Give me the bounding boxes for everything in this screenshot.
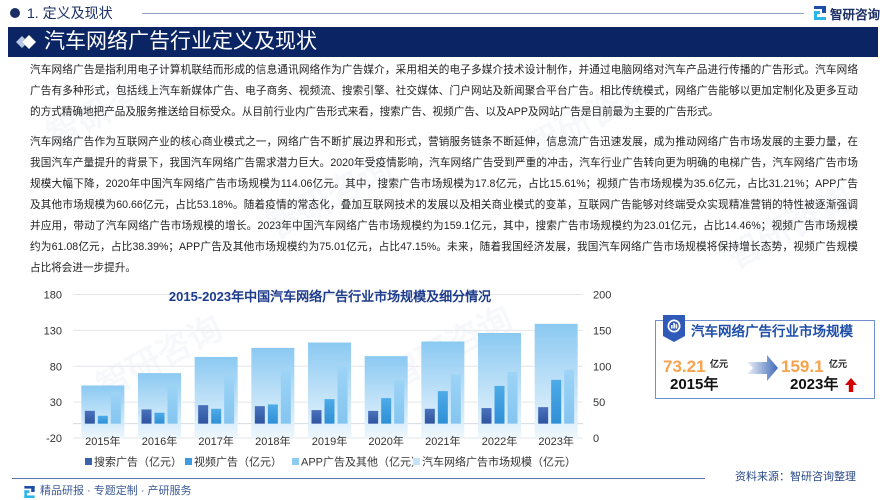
page-title-bar: 汽车网络广告行业定义及现状	[8, 27, 878, 57]
segment-bar	[450, 374, 461, 424]
end-unit: 亿元	[829, 359, 848, 369]
left-axis-tick-label: 130	[44, 325, 62, 337]
legend-swatch	[185, 458, 192, 465]
logo-icon	[814, 6, 826, 20]
left-axis-tick-label: 180	[44, 290, 62, 302]
start-year: 2015年	[670, 376, 719, 393]
section-divider	[142, 13, 804, 14]
legend-swatch	[85, 458, 92, 465]
paragraph-1-line: 广告有多种形式，包括线上汽车新媒体广告、电子商务、视频流、搜索引擎、社交媒体、门…	[30, 85, 858, 97]
legend-label: 汽车网络广告市场规模（亿元）	[422, 455, 576, 469]
segment-bar	[211, 408, 222, 424]
x-axis-year-label: 2022年	[482, 434, 517, 448]
x-axis-year-label: 2016年	[142, 434, 177, 448]
diamond-icon	[16, 35, 36, 49]
legend-label: APP广告及其他（亿元）	[301, 456, 422, 469]
end-value: 159.1	[781, 357, 824, 376]
segment-bar	[381, 398, 392, 424]
end-year: 2023年	[790, 376, 839, 393]
start-value: 73.21	[663, 357, 706, 376]
logo-text: 智研咨询	[830, 7, 881, 22]
segment-bar	[394, 380, 405, 424]
right-axis-tick-label: 150	[593, 325, 611, 337]
segment-bar	[551, 379, 562, 424]
paragraph-2-line: 规模大幅下降，2020年中国汽车网络广告市场规模为114.06亿元。其中，搜索广…	[30, 178, 858, 190]
segment-bar	[84, 410, 95, 424]
segment-bar	[424, 408, 435, 424]
x-axis-year-label: 2023年	[538, 434, 573, 448]
segment-bar	[254, 406, 265, 424]
left-axis-tick-label: 80	[50, 361, 62, 373]
paragraph-1-line: 汽车网络广告是指利用电子计算机联结而形成的信息通讯网络作为广告媒介，采用相关的电…	[30, 64, 858, 76]
legend-swatch	[413, 458, 420, 465]
data-source: 资料来源：智研咨询整理	[735, 471, 856, 483]
segment-bar	[110, 391, 121, 424]
page-title: 汽车网络广告行业定义及现状	[44, 30, 317, 53]
segment-bar	[167, 383, 178, 424]
right-axis-tick-label: 50	[593, 397, 605, 409]
segment-bar	[507, 371, 518, 424]
segment-bar	[368, 410, 379, 424]
footer-logo-icon	[24, 486, 35, 498]
segment-bar	[564, 369, 575, 424]
legend-label: 视频广告（亿元）	[194, 455, 282, 469]
footer-divider	[12, 478, 705, 479]
segment-bar	[437, 391, 448, 424]
segment-bar	[280, 370, 291, 424]
segment-bar	[324, 399, 335, 424]
growth-arrow-icon	[747, 355, 778, 381]
section-title: 1. 定义及现状	[27, 5, 113, 21]
x-axis-year-label: 2018年	[255, 434, 290, 448]
segment-bar	[494, 385, 505, 424]
paragraph-2-line: 汽车网络广告作为互联网产业的核心商业模式之一，网络广告不断扩展边界和形式，营销服…	[30, 136, 858, 148]
paragraph-1-line: 的方式精确地把产品及服务推送给目标受众。从目前行业内广告形式来看，搜索广告、视频…	[30, 106, 719, 118]
market-size-summary-box	[655, 320, 875, 399]
right-axis-tick-label: 0	[593, 433, 599, 445]
x-axis-year-label: 2019年	[312, 434, 347, 448]
paragraph-2-line: 我国汽车产量提升的背景下，我国汽车网络广告需求潜力巨大。2020年受疫情影响，汽…	[30, 157, 858, 169]
segment-bar	[267, 404, 278, 424]
segment-bar	[154, 412, 165, 424]
paragraph-2-line: 约为61.08亿元，占比38.39%；APP广告及其他市场规模约为75.01亿元…	[30, 241, 858, 253]
bullet-icon	[10, 8, 20, 18]
right-axis-tick-label: 100	[593, 361, 611, 373]
segment-bar	[198, 405, 209, 424]
segment-bar	[97, 415, 108, 424]
segment-bar	[337, 366, 348, 424]
right-axis-tick-label: 200	[593, 290, 611, 302]
up-arrow-icon	[845, 378, 857, 392]
x-axis-year-label: 2017年	[198, 434, 233, 448]
paragraph-2-line: 占比将会进一步提升。	[30, 262, 136, 274]
brand-logo: 智研咨询	[814, 4, 880, 22]
paragraph-2-line: 并应用，带动了汽车网络广告市场规模的增长。2023年中国汽车网络广告市场规模约为…	[30, 220, 858, 232]
left-axis-tick-label: -20	[46, 433, 62, 445]
summary-box-title: 汽车网络广告行业市场规模	[691, 324, 853, 339]
legend-swatch	[292, 458, 299, 465]
x-axis-year-label: 2021年	[425, 434, 460, 448]
footer-slogan: 精品研报 · 专题定制 · 产研服务	[40, 485, 192, 497]
start-unit: 亿元	[710, 359, 729, 369]
paragraph-2-line: 及其他市场规模为60.66亿元，占比53.18%。随着疫情的常态化，叠加互联网技…	[30, 199, 858, 211]
segment-bar	[141, 409, 152, 424]
x-axis-year-label: 2020年	[368, 434, 403, 448]
segment-bar	[481, 408, 492, 424]
segment-bar	[224, 375, 235, 424]
left-axis-tick-label: 30	[50, 397, 62, 409]
segment-bar	[538, 407, 549, 424]
legend-label: 搜索广告（亿元）	[94, 455, 182, 469]
x-axis-year-label: 2015年	[85, 434, 120, 448]
chart-title: 2015-2023年中国汽车网络广告行业市场规模及细分情况	[168, 289, 492, 304]
chart-badge-icon	[663, 315, 685, 342]
segment-bar	[311, 410, 322, 424]
